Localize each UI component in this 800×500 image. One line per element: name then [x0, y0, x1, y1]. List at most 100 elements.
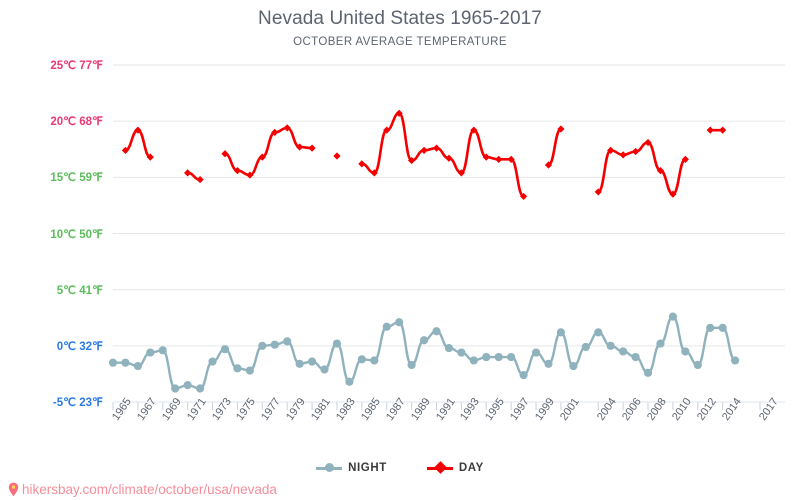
- legend-item-night[interactable]: NIGHT: [316, 462, 387, 474]
- data-point-day-2013: [706, 126, 714, 134]
- data-point-day-1974: [221, 150, 229, 158]
- legend-item-day[interactable]: DAY: [426, 460, 484, 474]
- data-point-night-2003: [581, 342, 590, 352]
- data-point-day-1995: [482, 153, 490, 161]
- legend-swatch-night-icon: [316, 462, 343, 474]
- data-point-night-2000: [544, 359, 553, 368]
- series-day: [121, 109, 727, 201]
- data-point-night-1969: [158, 346, 167, 355]
- data-point-day-1967: [134, 126, 142, 134]
- data-point-night-1966: [121, 358, 130, 367]
- data-point-night-1968: [146, 348, 155, 357]
- data-point-night-1983: [332, 339, 342, 348]
- data-point-day-2007: [631, 147, 640, 156]
- data-point-day-1978: [271, 128, 279, 136]
- data-point-night-1967: [133, 361, 142, 371]
- data-point-day-1996: [495, 155, 503, 163]
- data-point-day-1998: [519, 192, 528, 201]
- data-point-day-1988: [395, 109, 403, 117]
- data-point-night-2010: [668, 312, 678, 321]
- data-point-night-1990: [419, 336, 429, 345]
- data-point-day-2001: [557, 125, 565, 133]
- data-point-night-1998: [519, 370, 528, 380]
- data-point-night-2002: [569, 361, 578, 371]
- data-point-night-1995: [482, 352, 491, 362]
- data-point-night-1973: [208, 357, 217, 366]
- data-point-night-1994: [469, 356, 478, 365]
- y-tick-label-2: 15℃ 59℉: [50, 172, 103, 185]
- data-point-day-2008: [644, 138, 652, 147]
- data-point-night-1977: [258, 341, 267, 350]
- data-point-night-1971: [183, 381, 192, 390]
- data-point-day-1997: [507, 155, 515, 163]
- chart-subtitle: OCTOBER AVERAGE TEMPERATURE: [293, 36, 507, 48]
- legend-swatch-day-icon: [426, 460, 453, 474]
- data-point-night-2014: [718, 323, 727, 332]
- data-point-night-2011: [681, 347, 690, 356]
- y-tick-label-4: 5℃ 41℉: [56, 284, 103, 297]
- data-point-day-1976: [246, 171, 254, 179]
- data-point-night-2005: [606, 341, 615, 350]
- data-point-day-1989: [408, 156, 416, 165]
- data-point-day-2004: [594, 188, 602, 196]
- data-point-day-1979: [283, 124, 291, 132]
- data-point-night-1978: [270, 340, 279, 349]
- data-point-night-2007: [631, 352, 640, 362]
- data-point-night-1970: [171, 384, 180, 393]
- data-point-night-1984: [345, 377, 354, 386]
- data-point-day-1985: [358, 160, 366, 168]
- data-point-night-2006: [619, 347, 628, 356]
- data-point-night-1986: [370, 356, 379, 365]
- data-point-day-2006: [619, 151, 627, 159]
- data-point-day-1986: [370, 169, 378, 177]
- data-point-day-2000: [544, 161, 553, 169]
- data-point-day-1981: [308, 144, 316, 152]
- source-url-text: hikersbay.com/climate/october/usa/nevada: [22, 482, 277, 497]
- source-watermark[interactable]: hikersbay.com/climate/october/usa/nevada: [8, 482, 277, 497]
- y-tick-label-5: 0℃ 32℉: [56, 340, 103, 353]
- data-point-night-1972: [195, 384, 205, 393]
- chart-legend: NIGHT DAY: [0, 460, 800, 474]
- y-tick-label-1: 20℃ 68℉: [50, 116, 103, 129]
- legend-label-night: NIGHT: [348, 462, 387, 474]
- data-point-night-2013: [706, 323, 715, 332]
- data-point-night-2004: [594, 328, 603, 337]
- data-point-night-2009: [656, 339, 665, 348]
- data-point-night-1979: [283, 337, 292, 346]
- data-point-night-1996: [494, 352, 503, 362]
- data-point-day-2011: [681, 155, 689, 163]
- data-point-day-1971: [184, 169, 192, 177]
- data-point-night-1985: [357, 355, 366, 364]
- series-night: [108, 312, 740, 393]
- data-point-day-1994: [470, 126, 478, 134]
- data-point-day-2014: [719, 126, 727, 134]
- data-point-day-2009: [656, 166, 665, 175]
- data-point-night-1992: [444, 343, 454, 353]
- data-point-night-1981: [307, 357, 317, 366]
- data-point-night-1974: [220, 345, 230, 354]
- data-point-day-1968: [146, 153, 154, 161]
- data-point-night-1988: [395, 318, 404, 327]
- legend-label-day: DAY: [458, 462, 484, 474]
- data-point-day-1992: [445, 154, 453, 162]
- data-point-night-1987: [382, 322, 391, 331]
- y-tick-label-3: 10℃ 50℉: [50, 228, 103, 241]
- chart-title: Nevada United States 1965-2017: [258, 8, 542, 29]
- data-point-night-2012: [693, 360, 702, 370]
- data-point-night-1999: [531, 348, 541, 357]
- data-point-day-2010: [669, 190, 677, 198]
- data-point-night-1965: [108, 358, 118, 367]
- data-point-day-2005: [607, 146, 615, 154]
- data-point-night-1993: [457, 348, 466, 357]
- data-point-day-1972: [196, 175, 204, 184]
- data-point-day-1977: [258, 153, 266, 161]
- data-point-day-1966: [121, 146, 130, 154]
- data-point-night-1975: [233, 364, 242, 373]
- data-point-night-2008: [643, 368, 653, 377]
- y-tick-label-0: 25℃ 77℉: [50, 60, 103, 72]
- data-point-day-1975: [233, 166, 242, 175]
- data-point-day-1980: [296, 143, 304, 151]
- data-point-day-1991: [432, 144, 441, 152]
